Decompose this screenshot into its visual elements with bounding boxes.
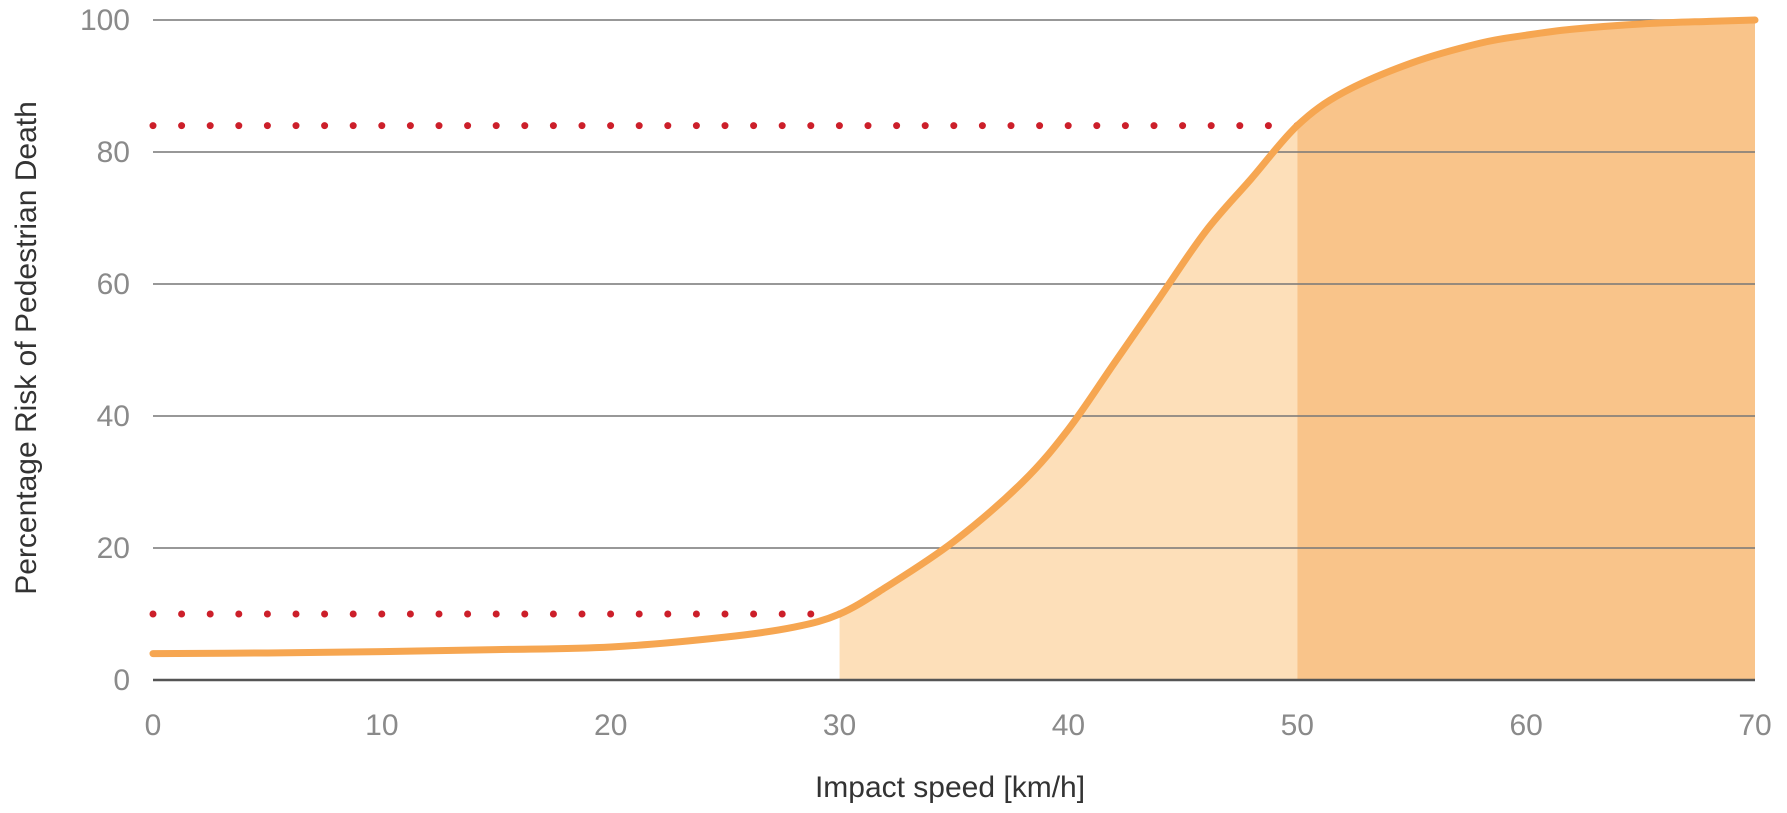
x-tick-labels: 0 10 20 30 40 50 60 70 xyxy=(145,709,1772,742)
y-tick-label: 100 xyxy=(80,4,130,37)
y-tick-label: 60 xyxy=(97,268,130,301)
risk-curve xyxy=(149,16,1759,658)
y-tick-labels: 0 20 40 60 80 100 xyxy=(80,4,130,697)
x-tick-label: 10 xyxy=(365,709,398,742)
y-tick-label: 40 xyxy=(97,400,130,433)
gridlines xyxy=(153,19,1755,549)
x-tick-label: 0 xyxy=(145,709,162,742)
reference-lines xyxy=(149,122,1301,618)
shaded-regions xyxy=(839,20,1755,681)
y-tick-label: 80 xyxy=(97,136,130,169)
y-tick-label: 0 xyxy=(113,664,130,697)
x-tick-label: 70 xyxy=(1738,709,1771,742)
x-tick-label: 20 xyxy=(594,709,627,742)
x-axis-title: Impact speed [km/h] xyxy=(815,771,1085,804)
y-axis-title: Percentage Risk of Pedestrian Death xyxy=(10,101,43,595)
shaded-region-2 xyxy=(1297,20,1755,680)
x-tick-label: 30 xyxy=(823,709,856,742)
x-tick-label: 60 xyxy=(1509,709,1542,742)
x-tick-label: 50 xyxy=(1281,709,1314,742)
y-tick-label: 20 xyxy=(97,532,130,565)
x-tick-label: 40 xyxy=(1052,709,1085,742)
risk-curve-layer xyxy=(149,16,1759,658)
